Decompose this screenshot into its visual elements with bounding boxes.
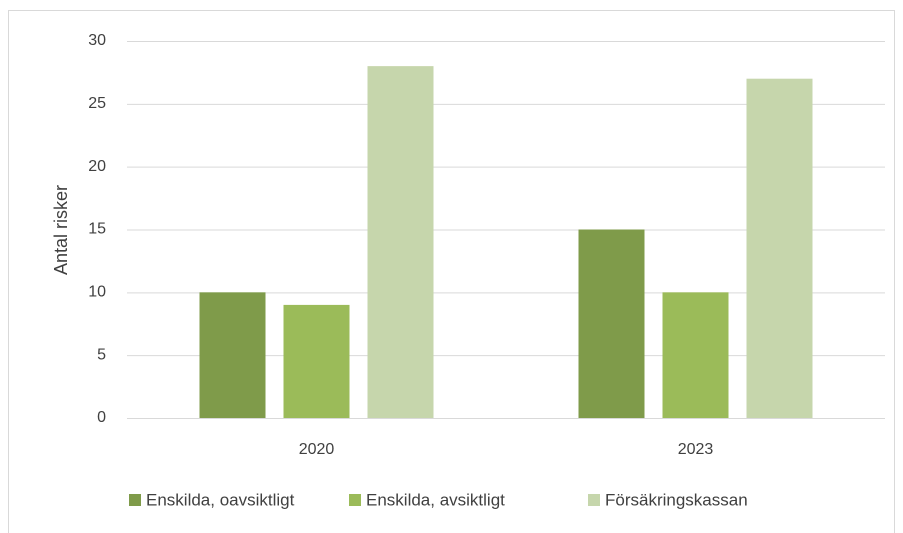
legend-swatch xyxy=(129,494,141,506)
x-tick-label: 2023 xyxy=(678,441,714,458)
bar xyxy=(662,292,729,418)
y-tick-label: 5 xyxy=(97,346,106,363)
bar xyxy=(578,229,645,418)
bar xyxy=(746,78,813,418)
y-axis-label: Antal risker xyxy=(51,185,71,275)
bar xyxy=(199,292,266,418)
y-tick-label: 20 xyxy=(88,158,106,175)
x-tick-label: 2020 xyxy=(299,441,335,458)
y-tick-label: 10 xyxy=(88,284,106,301)
legend-label: Försäkringskassan xyxy=(605,490,748,509)
y-tick-label: 15 xyxy=(88,221,106,238)
bar xyxy=(283,304,350,418)
y-tick-label: 0 xyxy=(97,409,106,426)
bar xyxy=(367,66,434,418)
legend-label: Enskilda, avsiktligt xyxy=(366,490,505,509)
legend-swatch xyxy=(349,494,361,506)
legend-swatch xyxy=(588,494,600,506)
y-tick-label: 25 xyxy=(88,95,106,112)
y-tick-label: 30 xyxy=(88,32,106,49)
legend-label: Enskilda, oavsiktligt xyxy=(146,490,295,509)
